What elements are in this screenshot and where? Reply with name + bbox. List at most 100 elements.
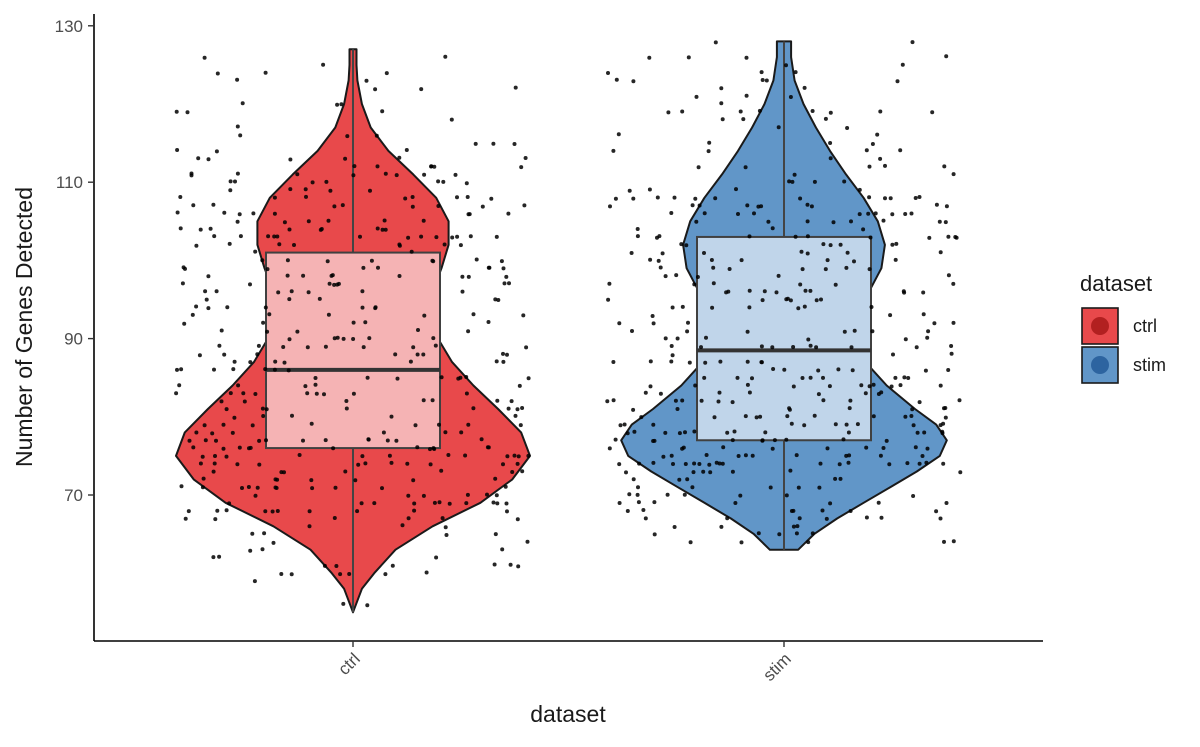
data-point (493, 476, 498, 481)
data-point (360, 454, 365, 459)
data-point (727, 267, 732, 271)
data-point (324, 179, 329, 184)
data-point (464, 181, 469, 186)
data-point (651, 460, 656, 465)
data-point (271, 540, 276, 545)
data-point (730, 438, 735, 443)
data-point (889, 384, 894, 389)
data-point (339, 102, 344, 107)
data-point (679, 242, 684, 247)
data-point (764, 78, 769, 83)
data-point (828, 141, 833, 145)
data-point (857, 187, 862, 192)
data-point (504, 501, 509, 506)
data-point (351, 173, 356, 178)
data-point (759, 204, 764, 209)
data-point (958, 470, 963, 475)
data-point (343, 469, 348, 474)
data-point (387, 453, 392, 458)
data-point (198, 227, 203, 232)
data-point (526, 453, 531, 458)
data-point (491, 141, 496, 146)
data-point (270, 509, 275, 514)
data-point (784, 493, 789, 498)
data-point (333, 485, 338, 490)
data-point (905, 461, 910, 466)
data-point (344, 406, 349, 411)
data-point (680, 398, 685, 403)
data-point (845, 250, 850, 255)
data-point (419, 87, 424, 92)
data-point (297, 453, 302, 457)
data-point (842, 179, 847, 184)
data-point (629, 251, 634, 255)
data-point (323, 438, 328, 443)
data-point (304, 194, 308, 199)
data-point (914, 345, 919, 350)
data-point (812, 413, 817, 418)
data-point (906, 376, 911, 380)
data-point (286, 368, 291, 373)
data-point (263, 367, 268, 372)
data-point (898, 383, 903, 388)
data-point (759, 360, 764, 365)
data-point (422, 313, 427, 318)
data-point (913, 445, 918, 450)
data-point (730, 400, 735, 405)
data-point (825, 258, 830, 263)
data-point (651, 422, 656, 427)
data-point (760, 78, 765, 82)
data-point (893, 375, 898, 380)
data-point (797, 516, 802, 521)
data-point (253, 493, 258, 498)
data-point (747, 390, 752, 395)
data-point (756, 531, 761, 536)
data-point (335, 335, 340, 340)
data-point (489, 196, 494, 201)
data-point (410, 195, 415, 199)
data-point (652, 438, 657, 443)
data-point (770, 446, 775, 451)
data-point (464, 501, 469, 506)
data-point (757, 108, 762, 113)
data-point (338, 572, 343, 577)
data-point (674, 273, 679, 278)
data-point (345, 134, 350, 139)
data-point (434, 235, 439, 240)
data-point (784, 63, 788, 68)
data-point (669, 453, 674, 458)
data-point (758, 414, 763, 419)
data-point (494, 493, 499, 498)
data-point (730, 469, 735, 474)
data-point (215, 508, 220, 513)
data-point (179, 367, 184, 372)
data-point (713, 40, 718, 45)
data-point (222, 352, 227, 357)
data-point (837, 462, 842, 467)
data-point (627, 188, 632, 193)
data-point (383, 171, 388, 176)
data-point (655, 195, 660, 200)
data-point (946, 273, 951, 278)
data-point (821, 375, 825, 380)
data-point (675, 336, 680, 341)
data-point (863, 391, 868, 396)
data-point (690, 203, 695, 208)
data-point (485, 445, 490, 450)
data-point (669, 359, 674, 364)
data-point (683, 462, 688, 466)
data-point (471, 312, 476, 317)
data-point (446, 453, 451, 457)
data-point (707, 140, 712, 145)
data-point (493, 532, 498, 537)
data-point (263, 305, 268, 310)
data-point (175, 367, 179, 372)
data-point (321, 62, 326, 67)
data-point (437, 500, 442, 505)
data-point (802, 423, 807, 428)
data-point (864, 515, 869, 520)
data-point (422, 172, 427, 177)
data-point (443, 430, 448, 435)
data-point (510, 470, 515, 474)
data-point (305, 391, 310, 396)
